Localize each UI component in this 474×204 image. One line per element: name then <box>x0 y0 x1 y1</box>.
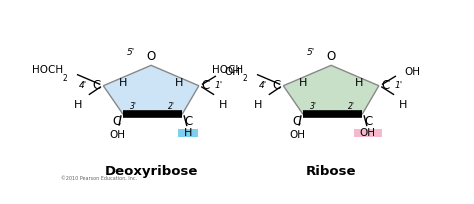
Text: Ribose: Ribose <box>306 165 356 178</box>
Text: H: H <box>399 100 407 110</box>
Text: H: H <box>174 78 183 88</box>
Text: 5': 5' <box>307 48 315 57</box>
Text: 4': 4' <box>79 81 87 90</box>
Text: 3': 3' <box>310 102 317 111</box>
Text: 1': 1' <box>395 81 403 90</box>
Text: OH: OH <box>109 130 125 140</box>
Text: OH: OH <box>289 130 305 140</box>
Text: OH: OH <box>225 67 241 77</box>
Polygon shape <box>103 65 199 114</box>
Text: Deoxyribose: Deoxyribose <box>104 165 198 178</box>
Text: H: H <box>355 78 363 88</box>
Text: C: C <box>92 79 100 92</box>
Text: 2: 2 <box>242 74 247 83</box>
Text: H: H <box>183 128 192 138</box>
Text: ©2010 Pearson Education, Inc.: ©2010 Pearson Education, Inc. <box>61 176 137 181</box>
Text: O: O <box>146 50 156 63</box>
FancyBboxPatch shape <box>354 129 382 137</box>
Text: OH: OH <box>360 128 376 138</box>
Text: HOCH: HOCH <box>212 65 243 75</box>
Text: 3': 3' <box>130 102 137 111</box>
Text: C: C <box>184 115 192 128</box>
Text: H: H <box>74 100 82 110</box>
Text: C: C <box>382 79 390 92</box>
Text: 4': 4' <box>258 81 267 90</box>
Text: C: C <box>293 115 301 128</box>
Text: O: O <box>327 50 336 63</box>
Text: H: H <box>254 100 263 110</box>
Text: H: H <box>219 100 227 110</box>
FancyBboxPatch shape <box>178 129 198 137</box>
Text: H: H <box>119 78 128 88</box>
Text: 1': 1' <box>215 81 223 90</box>
Text: H: H <box>300 78 308 88</box>
Text: 5': 5' <box>127 48 135 57</box>
Text: C: C <box>202 79 210 92</box>
Text: C: C <box>113 115 121 128</box>
Text: OH: OH <box>405 67 420 77</box>
Polygon shape <box>283 65 379 114</box>
Text: C: C <box>272 79 281 92</box>
Text: 2: 2 <box>63 74 67 83</box>
Text: HOCH: HOCH <box>32 65 63 75</box>
Text: C: C <box>364 115 373 128</box>
Text: 2': 2' <box>348 102 355 111</box>
Text: 2': 2' <box>168 102 175 111</box>
